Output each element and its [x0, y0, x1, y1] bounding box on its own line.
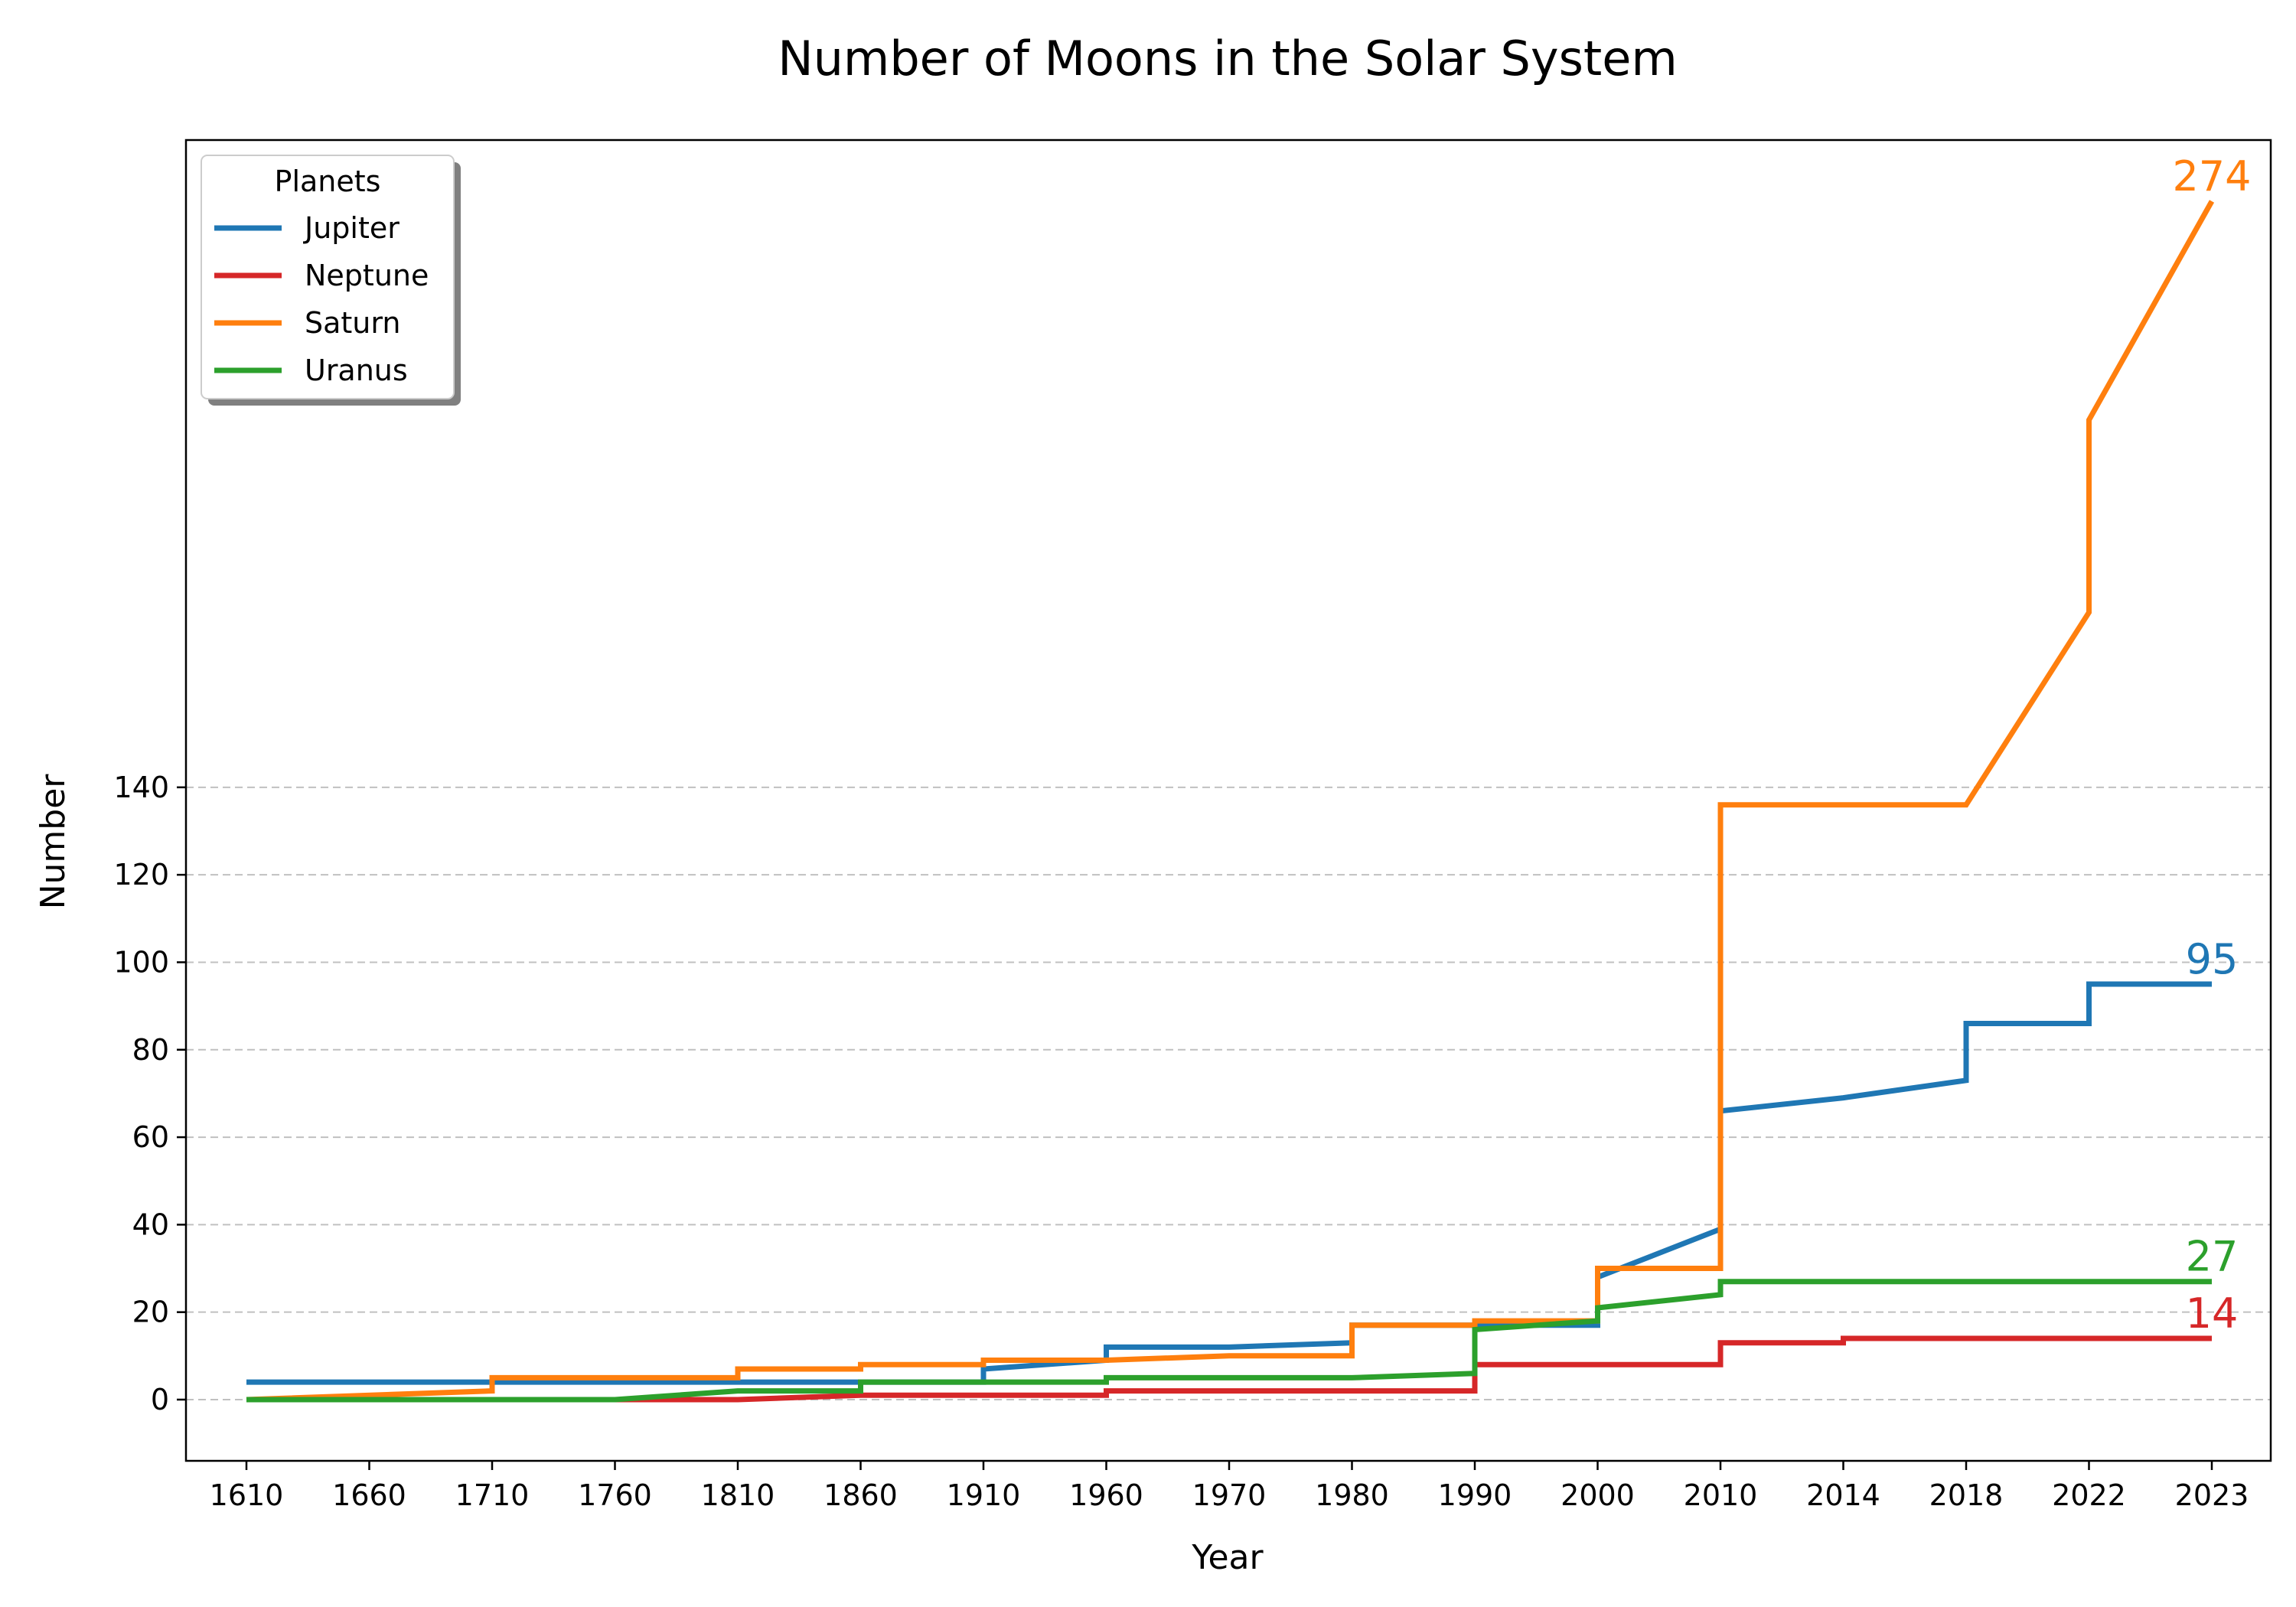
- y-tick-label-120: 120: [113, 858, 169, 892]
- x-tick-label-2022: 2022: [2052, 1478, 2126, 1512]
- legend-label-jupiter: Jupiter: [303, 211, 400, 245]
- series-line-neptune: [246, 1335, 2212, 1403]
- legend: Planets Jupiter Neptune Saturn Uranus: [201, 155, 461, 406]
- x-tick-label-1760: 1760: [578, 1478, 652, 1512]
- x-tick-label-1810: 1810: [701, 1478, 775, 1512]
- x-tick-label-1610: 1610: [210, 1478, 284, 1512]
- legend-entries: Jupiter Neptune Saturn Uranus: [214, 211, 429, 387]
- x-tick-label-2023: 2023: [2175, 1478, 2249, 1512]
- y-axis-ticks: 0 20 40 60 80 100 120 140: [113, 771, 186, 1416]
- y-tick-label-0: 0: [151, 1383, 169, 1416]
- series-lines: [246, 200, 2215, 1403]
- x-tick-label-2000: 2000: [1561, 1478, 1635, 1512]
- x-tick-label-1970: 1970: [1192, 1478, 1267, 1512]
- y-tick-label-80: 80: [132, 1033, 169, 1067]
- end-label-neptune: 14: [2186, 1289, 2239, 1338]
- x-tick-label-1860: 1860: [823, 1478, 898, 1512]
- end-labels: 95 14 274 27: [2172, 152, 2251, 1338]
- x-tick-label-1660: 1660: [332, 1478, 406, 1512]
- x-axis-label: Year: [1191, 1538, 1264, 1577]
- x-tick-label-1990: 1990: [1438, 1478, 1512, 1512]
- x-tick-label-2010: 2010: [1684, 1478, 1758, 1512]
- legend-label-saturn: Saturn: [305, 306, 400, 340]
- legend-label-uranus: Uranus: [305, 354, 408, 387]
- x-tick-label-1980: 1980: [1315, 1478, 1389, 1512]
- y-axis-label: Number: [34, 774, 73, 910]
- y-tick-label-60: 60: [132, 1120, 169, 1154]
- x-axis-ticks: 1610 1660 1710 1760 1810 1860 1910 1960 1970 1980…: [210, 1461, 2249, 1512]
- x-tick-label-2014: 2014: [1806, 1478, 1880, 1512]
- y-tick-label-40: 40: [132, 1208, 169, 1241]
- y-tick-label-140: 140: [113, 771, 169, 804]
- y-tick-label-20: 20: [132, 1296, 169, 1329]
- chart-title: Number of Moons in the Solar System: [778, 31, 1678, 86]
- series-line-jupiter: [246, 981, 2212, 1385]
- x-tick-label-1710: 1710: [455, 1478, 530, 1512]
- x-tick-label-2018: 2018: [1929, 1478, 2004, 1512]
- legend-box: [201, 155, 455, 399]
- end-label-jupiter: 95: [2186, 935, 2239, 983]
- x-tick-label-1910: 1910: [947, 1478, 1021, 1512]
- series-line-saturn: [246, 200, 2215, 1403]
- legend-title: Planets: [275, 165, 381, 198]
- series-line-uranus: [246, 1279, 2212, 1403]
- legend-label-neptune: Neptune: [305, 259, 429, 292]
- y-tick-label-100: 100: [113, 945, 169, 979]
- end-label-uranus: 27: [2186, 1233, 2239, 1281]
- end-label-saturn: 274: [2172, 152, 2251, 200]
- x-tick-label-1960: 1960: [1069, 1478, 1143, 1512]
